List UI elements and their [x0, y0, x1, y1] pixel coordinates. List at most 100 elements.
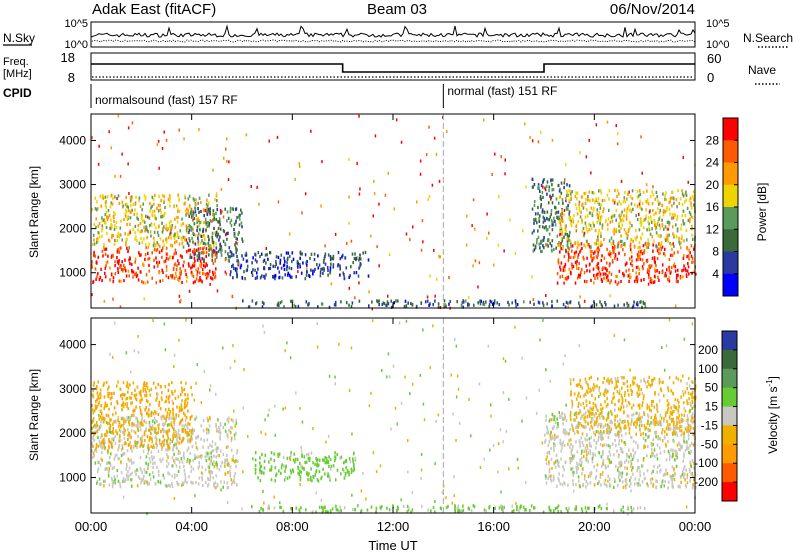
velocity-cell-r0: [145, 470, 148, 474]
power-cell-r7: [668, 223, 670, 227]
power-speck: [529, 135, 531, 139]
power-cell-r1: [171, 226, 173, 230]
velocity-cell-r4: [643, 472, 645, 476]
velocity-cell-r4: [648, 423, 651, 427]
velocity-cell-r2: [328, 455, 330, 459]
velocity-cell-r0: [219, 435, 221, 439]
velocity-cell-r3: [500, 504, 502, 508]
velocity-cell-r2: [353, 451, 355, 455]
velocity-cell-r1: [155, 386, 157, 390]
power-cell-r7: [678, 236, 680, 240]
power-cell-r1: [214, 198, 216, 202]
velocity-cell-r4: [549, 477, 552, 481]
velocity-cell-r4: [658, 446, 661, 450]
power-cell-r7: [574, 203, 577, 207]
velocity-cell-r2: [353, 467, 355, 472]
velocity-cell-r4: [552, 478, 555, 482]
power-cell-r6: [641, 265, 644, 269]
power-cell-r7: [641, 232, 644, 236]
power-cell-r5: [532, 185, 534, 189]
power-cell-r6: [673, 262, 676, 266]
velocity-cell-r3: [370, 505, 373, 509]
velocity-cell-r4: [621, 471, 624, 475]
velocity-cell-r0: [171, 456, 174, 460]
velocity-cell-r4: [652, 438, 655, 442]
velocity-cell-r4: [675, 453, 677, 457]
velocity-cell-r4: [656, 465, 659, 469]
power-cell-r5: [545, 228, 548, 232]
velocity-cell-r4: [555, 460, 558, 464]
power-speck: [388, 253, 391, 257]
power-cell-r1: [148, 216, 151, 220]
velocity-cell-r0: [135, 416, 137, 420]
velocity-cell-r2: [307, 473, 309, 477]
power-cell-r0: [172, 267, 175, 272]
power-cell-r0: [94, 254, 96, 258]
velocity-cell-r4: [668, 457, 671, 461]
power-cell-r7: [661, 218, 663, 222]
velocity-cell-r3: [445, 506, 448, 510]
power-cell-r3: [269, 266, 272, 270]
velocity-cell-r1: [127, 386, 130, 390]
velocity-cell-r4: [593, 438, 595, 442]
power-cell-r7: [647, 216, 650, 220]
power-cell-r1: [194, 233, 197, 237]
power-cell-r0: [199, 263, 201, 267]
velocity-cell-r1: [113, 406, 116, 410]
power-cell-r7: [618, 240, 620, 245]
power-speck: [348, 286, 350, 290]
velocity-cell-r4: [569, 428, 571, 432]
velocity-cell-r4: [665, 472, 667, 476]
velocity-cell-r2: [303, 467, 305, 471]
power-cell-r6: [686, 269, 689, 273]
velocity-cell-r1: [135, 393, 138, 397]
velocity-cell-r1: [187, 397, 189, 401]
power-cell-r2: [216, 251, 218, 255]
power-cell-r2: [213, 216, 216, 220]
power-speck: [225, 233, 227, 237]
power-cell-r3: [319, 270, 322, 275]
power-cell-r1: [161, 221, 163, 225]
power-cell-r2: [201, 257, 204, 261]
power-cell-r7: [667, 239, 669, 244]
velocity-cell-r4: [621, 434, 623, 438]
power-cell-r0: [185, 272, 187, 277]
velocity-cell-r3: [630, 509, 633, 513]
power-cell-r7: [685, 190, 687, 194]
power-cell-r1: [126, 222, 128, 226]
power-cell-r2: [218, 220, 221, 224]
power-cell-r5: [531, 231, 534, 235]
power-cell-r0: [122, 263, 125, 267]
velocity-cell-r4: [680, 474, 682, 479]
velocity-cell-r0: [136, 445, 138, 450]
velocity-cell-r2: [270, 478, 273, 482]
power-cell-r2: [212, 250, 215, 254]
power-cell-r5: [541, 191, 544, 195]
velocity-cell-r4: [608, 461, 611, 465]
power-cell-r5: [554, 211, 557, 215]
power-cell-r3: [256, 260, 258, 264]
power-cell-r1: [93, 242, 96, 246]
velocity-cell-r1: [132, 381, 135, 385]
velocity-cell-r0: [139, 424, 141, 428]
velocity-cell-r0: [162, 473, 164, 477]
power-cell-r0: [117, 262, 120, 266]
power-cell-r4: [317, 305, 319, 309]
velocity-cell-r1: [130, 414, 133, 418]
power-cell-r2: [188, 230, 190, 235]
power-cell-r6: [661, 245, 664, 249]
power-cell-r4: [242, 299, 244, 303]
power-cell-r3: [280, 253, 283, 257]
velocity-cell-r4: [580, 417, 582, 421]
velocity-cell-r4: [683, 465, 686, 469]
velocity-cell-r4: [684, 478, 686, 482]
velocity-cell-r3: [408, 506, 410, 510]
power-cell-r4: [426, 299, 429, 303]
power-cell-r6: [652, 243, 654, 247]
velocity-cell-r4: [675, 419, 678, 423]
velocity-cell-r5: [592, 408, 594, 412]
power-cell-r3: [367, 274, 370, 278]
velocity-cell-r2: [340, 455, 343, 459]
velocity-cell-r1: [152, 412, 155, 416]
power-cell-r6: [686, 247, 689, 251]
